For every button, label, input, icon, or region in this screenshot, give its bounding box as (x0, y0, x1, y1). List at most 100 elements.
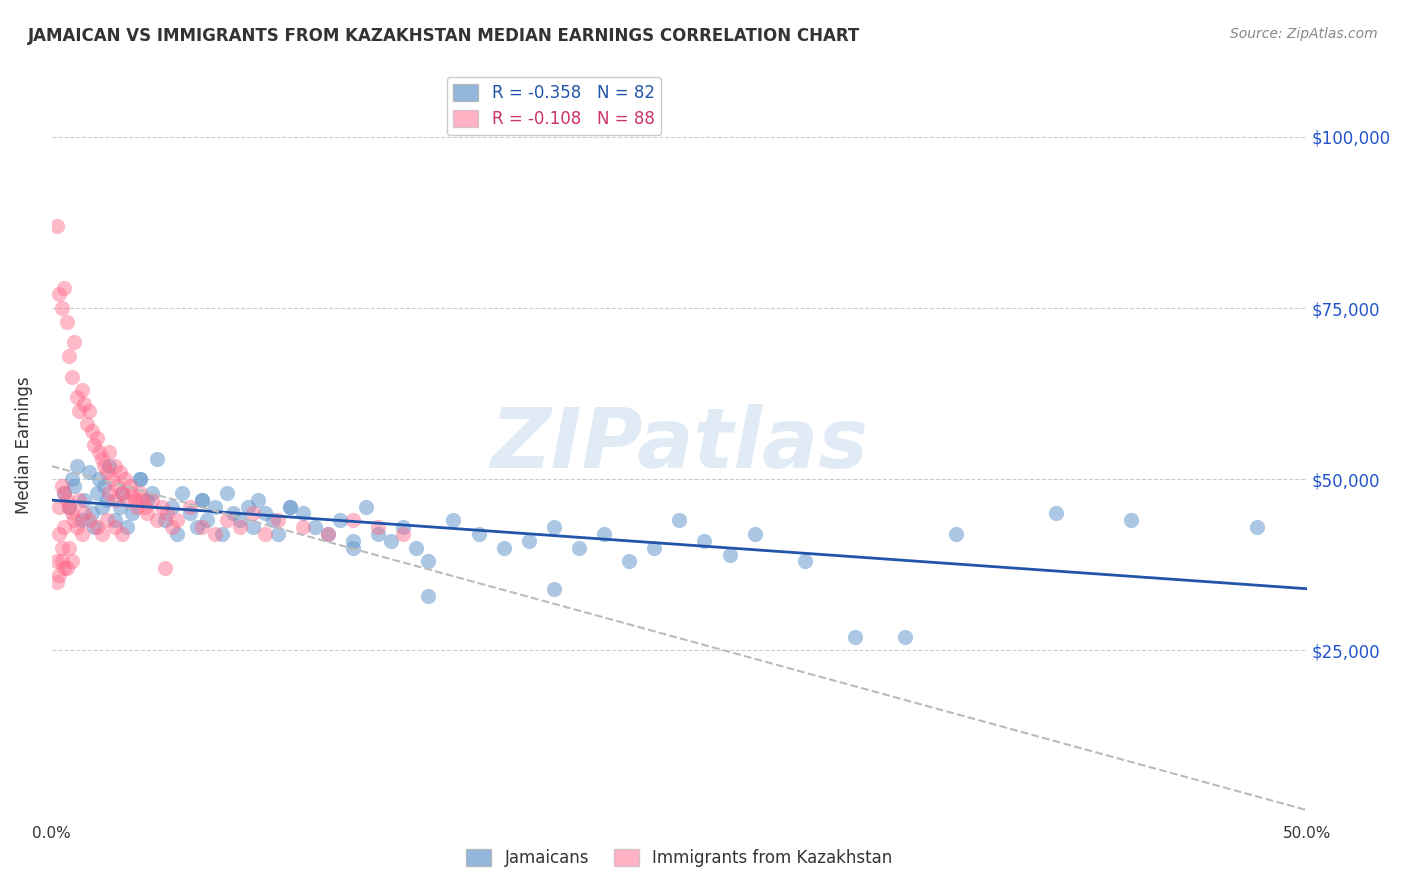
Point (73, 492, 96, 507)
Point (342, 513, 364, 527)
Point (316, 527, 339, 541)
Point (60, 554, 83, 568)
Point (945, 527, 967, 541)
Point (48, 568, 70, 582)
Point (793, 554, 815, 568)
Point (354, 500, 377, 514)
Point (568, 541, 591, 555)
Point (58, 541, 80, 555)
Point (53, 280, 76, 294)
Point (76, 417, 98, 432)
Point (45, 554, 67, 568)
Point (153, 561, 176, 575)
Point (254, 527, 277, 541)
Point (844, 630, 866, 644)
Point (405, 541, 427, 555)
Point (229, 513, 252, 527)
Point (101, 472, 124, 486)
Point (179, 507, 201, 521)
Point (53, 486, 76, 500)
Point (86, 431, 108, 445)
Point (111, 527, 134, 541)
Point (48, 527, 70, 541)
Point (1045, 507, 1067, 521)
Point (96, 466, 118, 480)
Text: ZIPatlas: ZIPatlas (491, 404, 869, 485)
Point (105, 479, 128, 493)
Point (58, 349, 80, 363)
Point (418, 554, 440, 568)
Point (60, 507, 83, 521)
Point (380, 533, 402, 548)
Point (91, 527, 114, 541)
Point (60, 369, 83, 384)
Point (51, 301, 73, 315)
Point (121, 486, 143, 500)
Point (51, 479, 73, 493)
Point (96, 492, 118, 507)
Point (217, 486, 239, 500)
Point (166, 513, 188, 527)
Point (53, 486, 76, 500)
Point (197, 513, 219, 527)
Point (146, 451, 169, 466)
Point (141, 486, 163, 500)
Point (103, 458, 125, 473)
Point (98, 458, 121, 473)
Point (128, 486, 150, 500)
Point (86, 486, 108, 500)
Point (367, 527, 389, 541)
Point (291, 507, 314, 521)
Point (262, 513, 284, 527)
Point (53, 520, 76, 534)
Point (70, 383, 93, 397)
Text: JAMAICAN VS IMMIGRANTS FROM KAZAKHSTAN MEDIAN EARNINGS CORRELATION CHART: JAMAICAN VS IMMIGRANTS FROM KAZAKHSTAN M… (28, 27, 860, 45)
Point (150, 500, 173, 514)
Point (45, 219, 67, 233)
Point (56, 492, 79, 507)
Point (593, 527, 616, 541)
Point (418, 589, 440, 603)
Point (1246, 520, 1268, 534)
Point (221, 507, 243, 521)
Point (83, 438, 105, 452)
Point (153, 513, 176, 527)
Point (66, 520, 89, 534)
Point (392, 527, 415, 541)
Point (98, 445, 121, 459)
Point (127, 500, 149, 514)
Point (63, 513, 86, 527)
Point (236, 500, 259, 514)
Y-axis label: Median Earnings: Median Earnings (15, 376, 32, 514)
Point (304, 520, 326, 534)
Point (60, 472, 83, 486)
Point (278, 500, 301, 514)
Point (114, 472, 136, 486)
Point (367, 520, 389, 534)
Point (211, 527, 233, 541)
Point (291, 520, 314, 534)
Point (70, 513, 93, 527)
Point (115, 492, 138, 507)
Point (91, 500, 114, 514)
Point (517, 533, 540, 548)
Point (56, 315, 79, 329)
Point (342, 533, 364, 548)
Point (166, 527, 188, 541)
Point (146, 513, 169, 527)
Point (467, 527, 489, 541)
Point (86, 520, 108, 534)
Point (45, 574, 67, 589)
Point (668, 513, 690, 527)
Point (191, 492, 214, 507)
Point (108, 466, 131, 480)
Point (492, 541, 515, 555)
Point (124, 492, 146, 507)
Point (51, 554, 73, 568)
Point (267, 513, 290, 527)
Point (108, 500, 131, 514)
Point (267, 527, 290, 541)
Point (1121, 513, 1143, 527)
Point (73, 507, 96, 521)
Point (48, 500, 70, 514)
